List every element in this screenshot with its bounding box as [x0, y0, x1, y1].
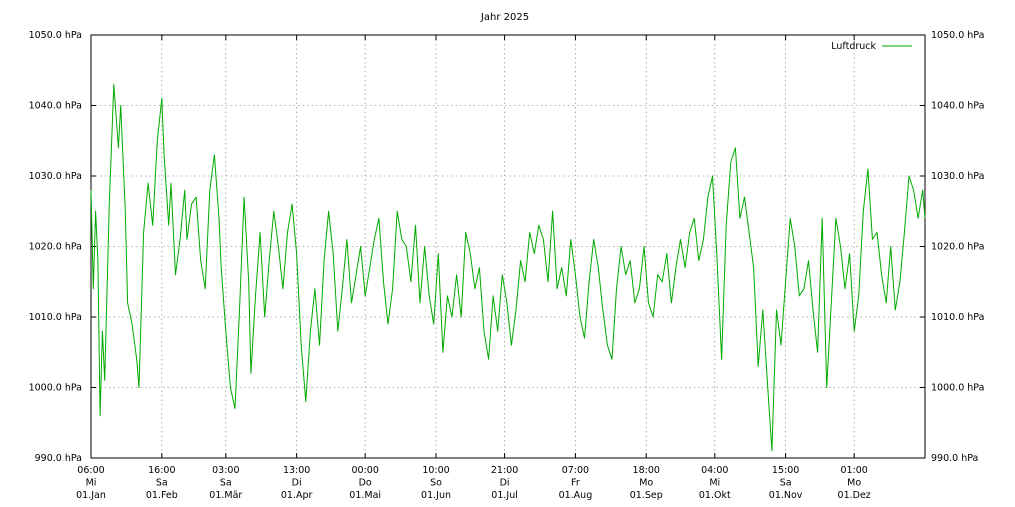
x-tick-time: 10:00	[422, 465, 449, 476]
y-tick-label-right: 1010.0 hPa	[931, 312, 984, 323]
x-axis: 06:00Mi01.Jan16:00Sa01.Feb03:00Sa01.Mär1…	[76, 35, 871, 501]
y-tick-label-right: 1030.0 hPa	[931, 171, 984, 182]
x-tick-date: 01.Apr	[281, 490, 313, 501]
y-tick-label-right: 1000.0 hPa	[931, 383, 984, 394]
x-tick-weekday: Do	[359, 478, 372, 489]
x-tick-time: 18:00	[633, 465, 660, 476]
x-tick-date: 01.Aug	[559, 490, 593, 501]
grid	[91, 35, 925, 458]
x-tick-weekday: Mi	[86, 478, 97, 489]
y-tick-label-left: 1030.0 hPa	[29, 171, 82, 182]
chart-title: Jahr 2025	[480, 12, 529, 23]
y-axis-left: 990.0 hPa 1000.0 hPa 1010.0 hPa 1020.0 hPa 1…	[29, 30, 96, 464]
y-tick-label-left: 1010.0 hPa	[29, 312, 82, 323]
x-tick-weekday: Sa	[780, 478, 792, 489]
y-tick-label-left: 1000.0 hPa	[29, 383, 82, 394]
x-tick-date: 01.Feb	[146, 490, 178, 501]
x-tick-time: 16:00	[148, 465, 175, 476]
series-layer	[90, 83, 926, 452]
x-tick-time: 21:00	[491, 465, 518, 476]
x-tick-time: 13:00	[283, 465, 310, 476]
x-tick-time: 06:00	[77, 465, 104, 476]
x-tick-weekday: Sa	[156, 478, 168, 489]
y-tick-label-left: 1020.0 hPa	[29, 242, 82, 253]
x-tick-weekday: So	[430, 478, 442, 489]
x-tick-date: 01.Jun	[421, 490, 451, 501]
x-tick-weekday: Di	[292, 478, 302, 489]
x-tick-time: 01:00	[840, 465, 867, 476]
x-tick-date: 01.Mär	[209, 490, 242, 501]
x-tick-date: 01.Mai	[349, 490, 381, 501]
x-tick-weekday: Fr	[571, 478, 580, 489]
y-tick-label-right: 1020.0 hPa	[931, 242, 984, 253]
x-tick-date: 01.Okt	[699, 490, 731, 501]
x-tick-time: 03:00	[212, 465, 239, 476]
y-tick-label-right: 990.0 hPa	[931, 453, 978, 464]
x-tick-weekday: Di	[500, 478, 510, 489]
plot-frame	[90, 34, 926, 459]
y-tick-label-left: 1040.0 hPa	[29, 101, 82, 112]
x-tick-time: 07:00	[562, 465, 589, 476]
y-tick-label-left: 990.0 hPa	[35, 453, 82, 464]
series-line-luftdruck	[90, 83, 926, 452]
x-tick-time: 15:00	[772, 465, 799, 476]
x-tick-date: 01.Jan	[76, 490, 106, 501]
x-tick-date: 01.Nov	[769, 490, 803, 501]
x-tick-weekday: Sa	[220, 478, 232, 489]
y-tick-label-right: 1050.0 hPa	[931, 30, 984, 41]
y-tick-label-left: 1050.0 hPa	[29, 30, 82, 41]
x-tick-time: 04:00	[701, 465, 728, 476]
y-axis-right: 990.0 hPa 1000.0 hPa 1010.0 hPa 1020.0 hPa 1…	[920, 30, 984, 464]
legend: Luftdruck	[831, 41, 912, 52]
x-tick-weekday: Mo	[847, 478, 861, 489]
x-tick-date: 01.Sep	[630, 490, 663, 501]
x-tick-date: 01.Jul	[491, 490, 518, 501]
x-tick-date: 01.Dez	[838, 490, 871, 501]
y-tick-label-right: 1040.0 hPa	[931, 101, 984, 112]
x-tick-time: 00:00	[351, 465, 378, 476]
x-tick-weekday: Mi	[709, 478, 720, 489]
x-tick-weekday: Mo	[639, 478, 653, 489]
legend-label: Luftdruck	[831, 41, 876, 52]
